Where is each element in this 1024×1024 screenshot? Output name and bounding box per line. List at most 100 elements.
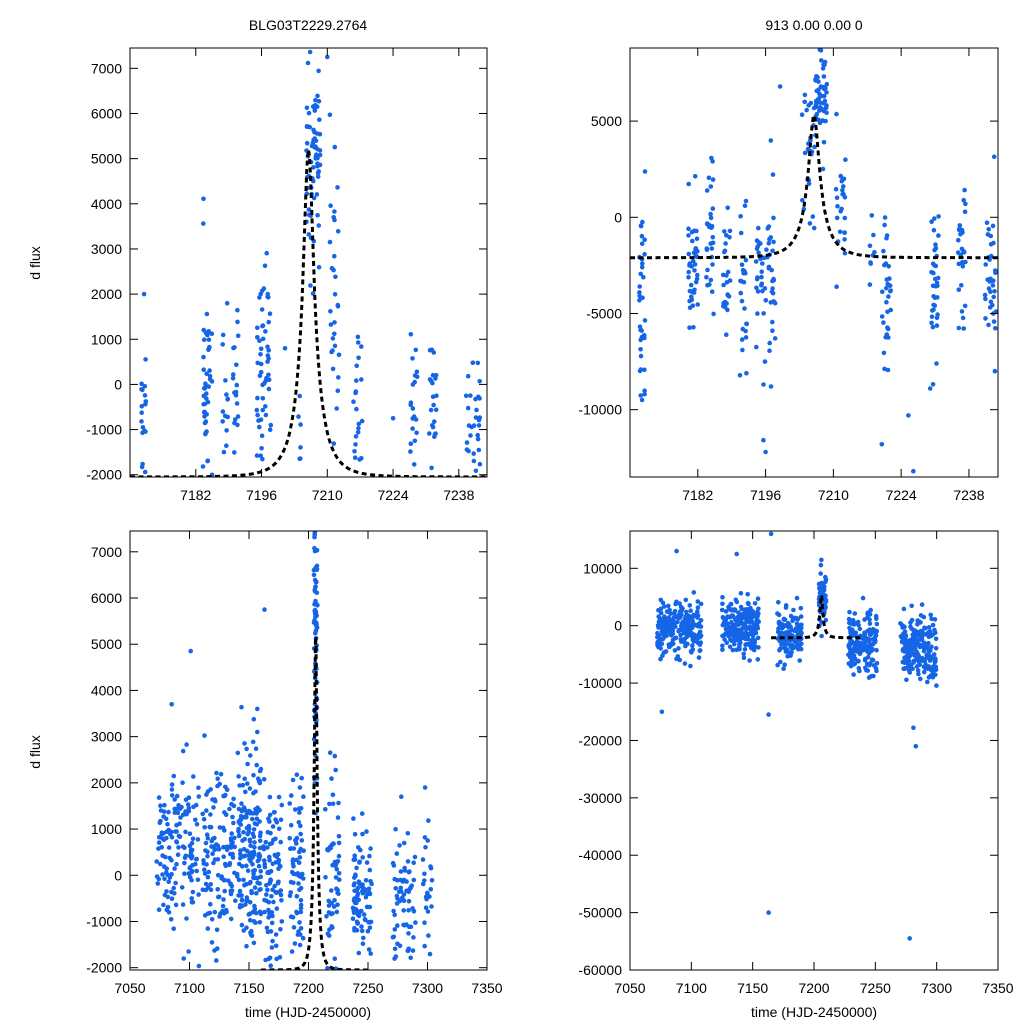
data-point <box>406 908 411 913</box>
data-point <box>306 110 312 116</box>
data-point <box>755 657 761 662</box>
data-point <box>367 904 373 910</box>
data-point <box>406 889 412 895</box>
data-point <box>674 548 679 554</box>
data-point <box>433 407 439 413</box>
data-point <box>660 631 665 636</box>
data-point <box>847 620 852 626</box>
data-point <box>862 658 868 663</box>
data-point <box>698 601 704 607</box>
data-point <box>933 636 939 642</box>
data-point <box>747 658 752 663</box>
data-point <box>430 423 435 428</box>
data-point <box>814 88 820 94</box>
data-point <box>254 816 260 822</box>
data-point <box>661 626 667 632</box>
data-point <box>330 792 336 798</box>
data-point <box>221 844 226 850</box>
x-tick-label: 7200 <box>798 980 829 996</box>
data-point <box>692 174 698 179</box>
data-point <box>266 348 272 353</box>
data-point <box>204 862 209 867</box>
data-point <box>312 532 318 538</box>
model-curve <box>771 592 864 640</box>
data-point <box>357 859 363 865</box>
data-point <box>266 319 272 325</box>
data-point <box>770 286 775 291</box>
data-point <box>330 801 336 807</box>
data-point <box>463 393 469 399</box>
data-point <box>210 851 215 857</box>
data-point <box>171 926 176 931</box>
data-point <box>257 920 263 925</box>
data-point <box>223 784 228 790</box>
data-point <box>206 869 212 875</box>
data-point <box>164 889 169 894</box>
data-point <box>254 706 260 712</box>
data-point <box>230 855 236 860</box>
data-point <box>156 840 162 845</box>
data-point <box>252 840 257 845</box>
data-point <box>779 625 785 630</box>
data-point <box>335 815 341 820</box>
data-point <box>330 348 335 353</box>
data-point <box>392 946 398 952</box>
data-point <box>239 808 245 814</box>
data-point <box>834 195 840 201</box>
y-tick-label: -2000 <box>86 960 122 976</box>
data-point <box>802 99 807 105</box>
data-point <box>705 283 710 288</box>
data-point <box>182 871 187 876</box>
data-point <box>692 268 697 273</box>
data-point <box>169 889 174 895</box>
data-point <box>262 381 267 386</box>
data-point <box>332 253 337 259</box>
data-point <box>639 328 644 333</box>
data-point <box>327 239 333 245</box>
data-point <box>259 433 265 439</box>
data-point <box>476 423 482 428</box>
data-point <box>221 897 226 902</box>
data-point <box>245 761 250 767</box>
y-tick-label: 4000 <box>91 196 122 212</box>
data-point <box>200 811 205 817</box>
data-point <box>259 307 265 312</box>
data-point <box>738 627 744 632</box>
data-point <box>723 609 729 614</box>
data-point <box>730 614 736 619</box>
data-point <box>642 252 647 257</box>
data-point <box>658 656 663 662</box>
data-point <box>141 291 147 297</box>
data-point <box>334 866 340 872</box>
data-point <box>239 922 245 928</box>
data-point <box>912 628 917 633</box>
data-point <box>735 622 740 627</box>
data-point <box>866 675 872 680</box>
data-point <box>251 875 256 880</box>
data-point <box>724 280 730 285</box>
data-point <box>771 299 776 304</box>
data-point <box>824 90 829 95</box>
data-point <box>260 336 266 342</box>
data-point <box>821 74 827 79</box>
data-point <box>768 384 774 389</box>
data-point <box>354 865 359 871</box>
data-point <box>846 644 852 650</box>
data-point <box>262 862 268 867</box>
data-point <box>298 422 303 427</box>
data-point <box>216 847 221 852</box>
data-point <box>249 890 254 896</box>
data-point <box>254 407 260 413</box>
data-point <box>818 105 823 110</box>
data-point <box>258 346 264 352</box>
data-point <box>795 642 800 647</box>
data-point <box>273 860 279 865</box>
data-point <box>874 661 880 666</box>
data-point <box>824 81 830 87</box>
y-tick-label: -5000 <box>586 305 622 321</box>
data-point <box>874 668 879 674</box>
data-point <box>734 599 740 605</box>
data-point <box>333 875 339 880</box>
data-point <box>425 909 431 914</box>
data-point <box>337 877 342 882</box>
